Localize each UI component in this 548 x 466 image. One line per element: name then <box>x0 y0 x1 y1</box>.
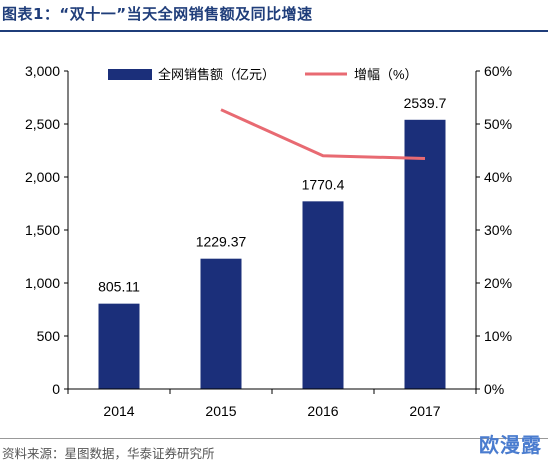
data-label: 1770.4 <box>302 176 345 192</box>
y-right-tick-label: 40% <box>484 169 512 185</box>
source-note: 资料来源：星图数据，华泰证券研究所 <box>2 446 215 461</box>
x-tick-label: 2016 <box>307 403 338 419</box>
y-left-tick-label: 2,500 <box>25 116 60 132</box>
y-left-tick-label: 1,000 <box>25 275 60 291</box>
chart-title: 图表1：“双十一”当天全网销售额及同比增速 <box>2 5 313 23</box>
y-left-tick-label: 3,000 <box>25 63 60 79</box>
y-right-tick-label: 50% <box>484 116 512 132</box>
bar <box>98 303 140 389</box>
bar <box>200 258 242 389</box>
legend-label-sales: 全网销售额（亿元） <box>158 67 275 82</box>
combo-chart: 805.11 1229.37 1770.4 2539.7 0 500 1,000 1,500… <box>25 63 512 419</box>
footer-divider <box>0 438 548 439</box>
y-left-tick-label: 1,500 <box>25 222 60 238</box>
y-right-tick-label: 60% <box>484 63 512 79</box>
data-label: 2539.7 <box>404 95 447 111</box>
data-label: 1229.37 <box>196 234 247 250</box>
watermark-logo: 欧漫露 <box>479 433 542 457</box>
y-right-tick-label: 10% <box>484 328 512 344</box>
legend-label-growth: 增幅（%） <box>354 67 418 82</box>
y-left-tick-label: 2,000 <box>25 169 60 185</box>
y-right-tick-label: 0% <box>484 381 504 397</box>
bar <box>302 201 344 389</box>
growth-line <box>220 108 426 160</box>
y-left-tick-label: 500 <box>37 328 61 344</box>
x-tick-label: 2015 <box>205 403 236 419</box>
y-right-tick-label: 20% <box>484 275 512 291</box>
y-left-tick-label: 0 <box>52 381 60 397</box>
y-right-tick-label: 30% <box>484 222 512 238</box>
x-tick-label: 2017 <box>409 403 440 419</box>
bar <box>404 119 446 389</box>
title-divider <box>0 30 548 32</box>
legend-swatch-sales <box>108 69 152 80</box>
x-tick-label: 2014 <box>103 403 134 419</box>
data-label: 805.11 <box>98 279 140 295</box>
